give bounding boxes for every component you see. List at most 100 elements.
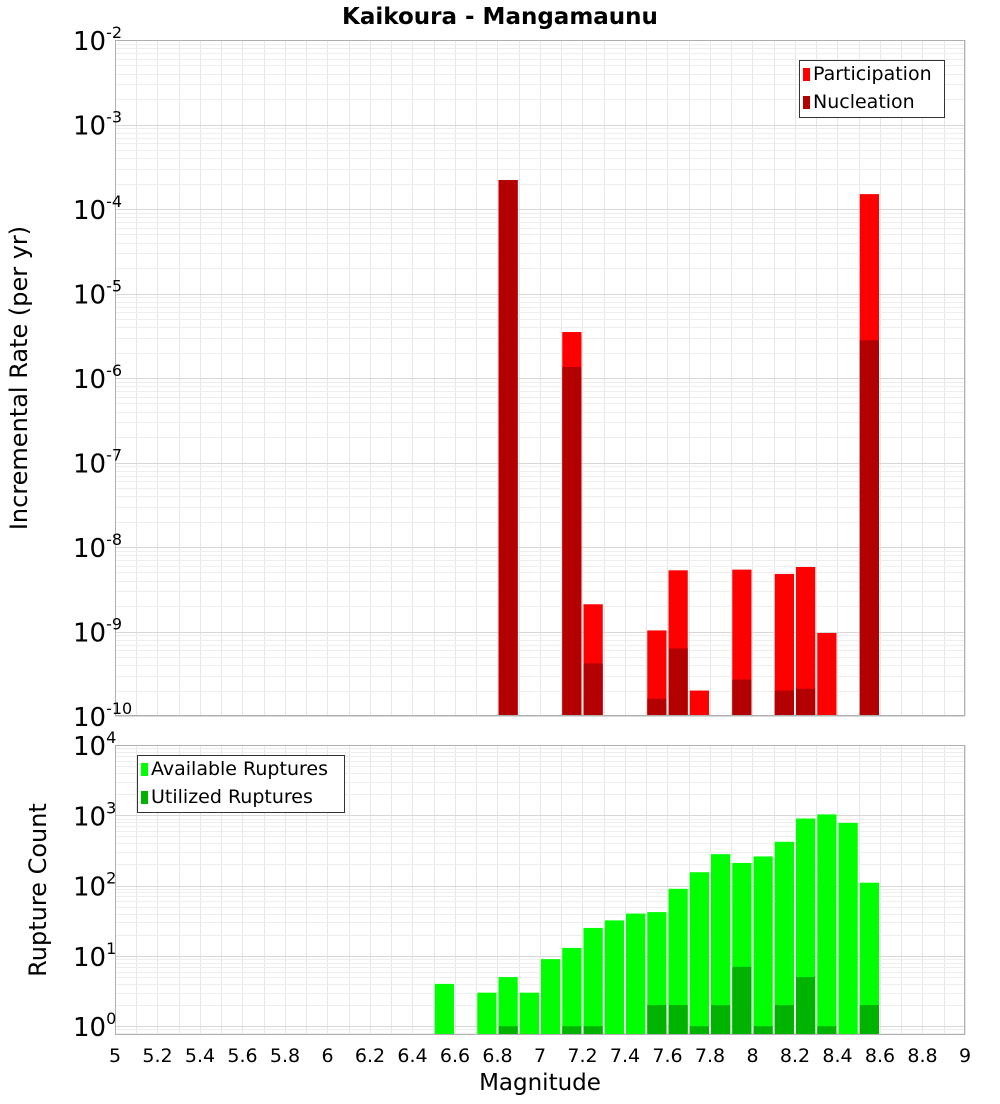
- bar-participation: [732, 569, 752, 716]
- chart-panel-1: 10-210-310-410-510-610-710-810-910-10Inc…: [5, 4, 966, 733]
- legend-label: Nucleation: [813, 91, 915, 113]
- bar-participation: [647, 630, 667, 716]
- y-tick-base: 10: [73, 27, 106, 57]
- legend-label: Utilized Ruptures: [151, 786, 313, 808]
- bar-nucleation: [498, 180, 518, 716]
- y-tick-exponent: 4: [106, 728, 116, 747]
- bar-participation: [796, 566, 816, 716]
- y-tick-base: 10: [73, 619, 106, 649]
- bar-utilized-ruptures: [583, 1026, 603, 1035]
- legend: Available Ruptures Utilized Ruptures: [137, 755, 345, 813]
- bar-utilized-ruptures: [711, 1005, 731, 1035]
- y-tick-exponent: -8: [106, 530, 122, 549]
- bar-nucleation: [796, 688, 816, 716]
- x-tick-label: 7.2: [567, 1045, 597, 1067]
- bar-available-ruptures: [859, 882, 879, 1035]
- bar-available-ruptures: [668, 888, 688, 1035]
- legend-swatch: [141, 763, 148, 776]
- series-available-ruptures: [434, 814, 879, 1035]
- y-tick-exponent: 1: [106, 939, 116, 958]
- x-tick-label: 5.2: [142, 1045, 172, 1067]
- y-tick-base: 10: [73, 1013, 106, 1043]
- bar-available-ruptures: [838, 822, 858, 1035]
- y-tick-exponent: 3: [106, 798, 116, 817]
- bar-utilized-ruptures: [859, 1005, 879, 1035]
- bar-available-ruptures: [753, 856, 773, 1035]
- y-tick-exponent: -7: [106, 446, 122, 465]
- y-tick-base: 10: [73, 802, 106, 832]
- bar-participation: [774, 573, 794, 716]
- y-tick-exponent: -6: [106, 361, 122, 380]
- x-tick-label: 8.4: [822, 1045, 852, 1067]
- bar-utilized-ruptures: [774, 1005, 794, 1035]
- y-tick-base: 10: [73, 196, 106, 226]
- x-tick-label: 7.8: [695, 1045, 725, 1067]
- x-tick-label: 7: [534, 1045, 546, 1067]
- y-tick-base: 10: [73, 112, 106, 142]
- bar-available-ruptures: [689, 872, 709, 1035]
- bar-participation: [689, 690, 709, 716]
- legend: Participation Nucleation: [799, 60, 945, 118]
- bar-nucleation: [562, 366, 582, 716]
- legend-box: [799, 60, 945, 118]
- gridlines: [115, 40, 966, 717]
- bar-available-ruptures: [477, 992, 497, 1035]
- bar-available-ruptures: [604, 920, 624, 1035]
- bar-available-ruptures: [519, 992, 539, 1035]
- y-axis-label: Rupture Count: [24, 803, 52, 977]
- x-tick-label: 8.2: [780, 1045, 810, 1067]
- bar-available-ruptures: [434, 983, 454, 1035]
- y-tick-label: 103: [73, 798, 116, 832]
- y-tick-label: 10-7: [73, 446, 122, 480]
- y-tick-base: 10: [73, 450, 106, 480]
- bar-nucleation: [668, 648, 688, 716]
- legend-label: Participation: [813, 63, 932, 85]
- plot-frame: [115, 40, 965, 716]
- bar-nucleation: [859, 340, 879, 716]
- x-tick-label: 6.6: [440, 1045, 470, 1067]
- bar-utilized-ruptures: [753, 1026, 773, 1035]
- bar-utilized-ruptures: [689, 1026, 709, 1035]
- x-tick-label: 8.8: [907, 1045, 937, 1067]
- legend-box: [137, 755, 345, 813]
- bar-available-ruptures: [498, 977, 518, 1035]
- bar-available-ruptures: [711, 854, 731, 1035]
- x-tick-label: 9: [959, 1045, 971, 1067]
- legend-swatch: [141, 791, 148, 804]
- bar-nucleation: [647, 698, 667, 716]
- y-tick-label: 10-8: [73, 530, 122, 564]
- bar-utilized-ruptures: [817, 1026, 837, 1035]
- series-nucleation: [498, 180, 879, 716]
- y-tick-label: 10-9: [73, 615, 122, 649]
- y-tick-base: 10: [73, 732, 106, 762]
- y-tick-exponent: 2: [106, 869, 116, 888]
- bar-participation: [817, 632, 837, 716]
- bar-available-ruptures: [626, 913, 646, 1035]
- x-tick-label: 8.6: [865, 1045, 895, 1067]
- y-tick-exponent: 0: [106, 1009, 116, 1028]
- bar-nucleation: [732, 679, 752, 716]
- bar-available-ruptures: [647, 912, 667, 1035]
- x-tick-label: 7.4: [610, 1045, 640, 1067]
- y-tick-exponent: -10: [106, 699, 132, 718]
- y-tick-label: 100: [73, 1009, 116, 1043]
- y-tick-label: 10-2: [73, 23, 122, 57]
- x-tick-label: 6.4: [397, 1045, 427, 1067]
- x-tick-label: 5.6: [227, 1045, 257, 1067]
- x-tick-label: 5.4: [185, 1045, 215, 1067]
- y-tick-label: 104: [73, 728, 116, 762]
- x-tick-label: 5.8: [270, 1045, 300, 1067]
- x-tick-label: 6.8: [482, 1045, 512, 1067]
- y-tick-label: 102: [73, 869, 116, 903]
- y-tick-exponent: -3: [106, 108, 122, 127]
- bar-available-ruptures: [562, 947, 582, 1035]
- bar-utilized-ruptures: [562, 1026, 582, 1035]
- y-tick-base: 10: [73, 534, 106, 564]
- legend-swatch: [803, 68, 810, 81]
- bar-available-ruptures: [583, 927, 603, 1035]
- y-tick-exponent: -2: [106, 23, 122, 42]
- bar-utilized-ruptures: [647, 1005, 667, 1035]
- plot-frame: [115, 745, 965, 1035]
